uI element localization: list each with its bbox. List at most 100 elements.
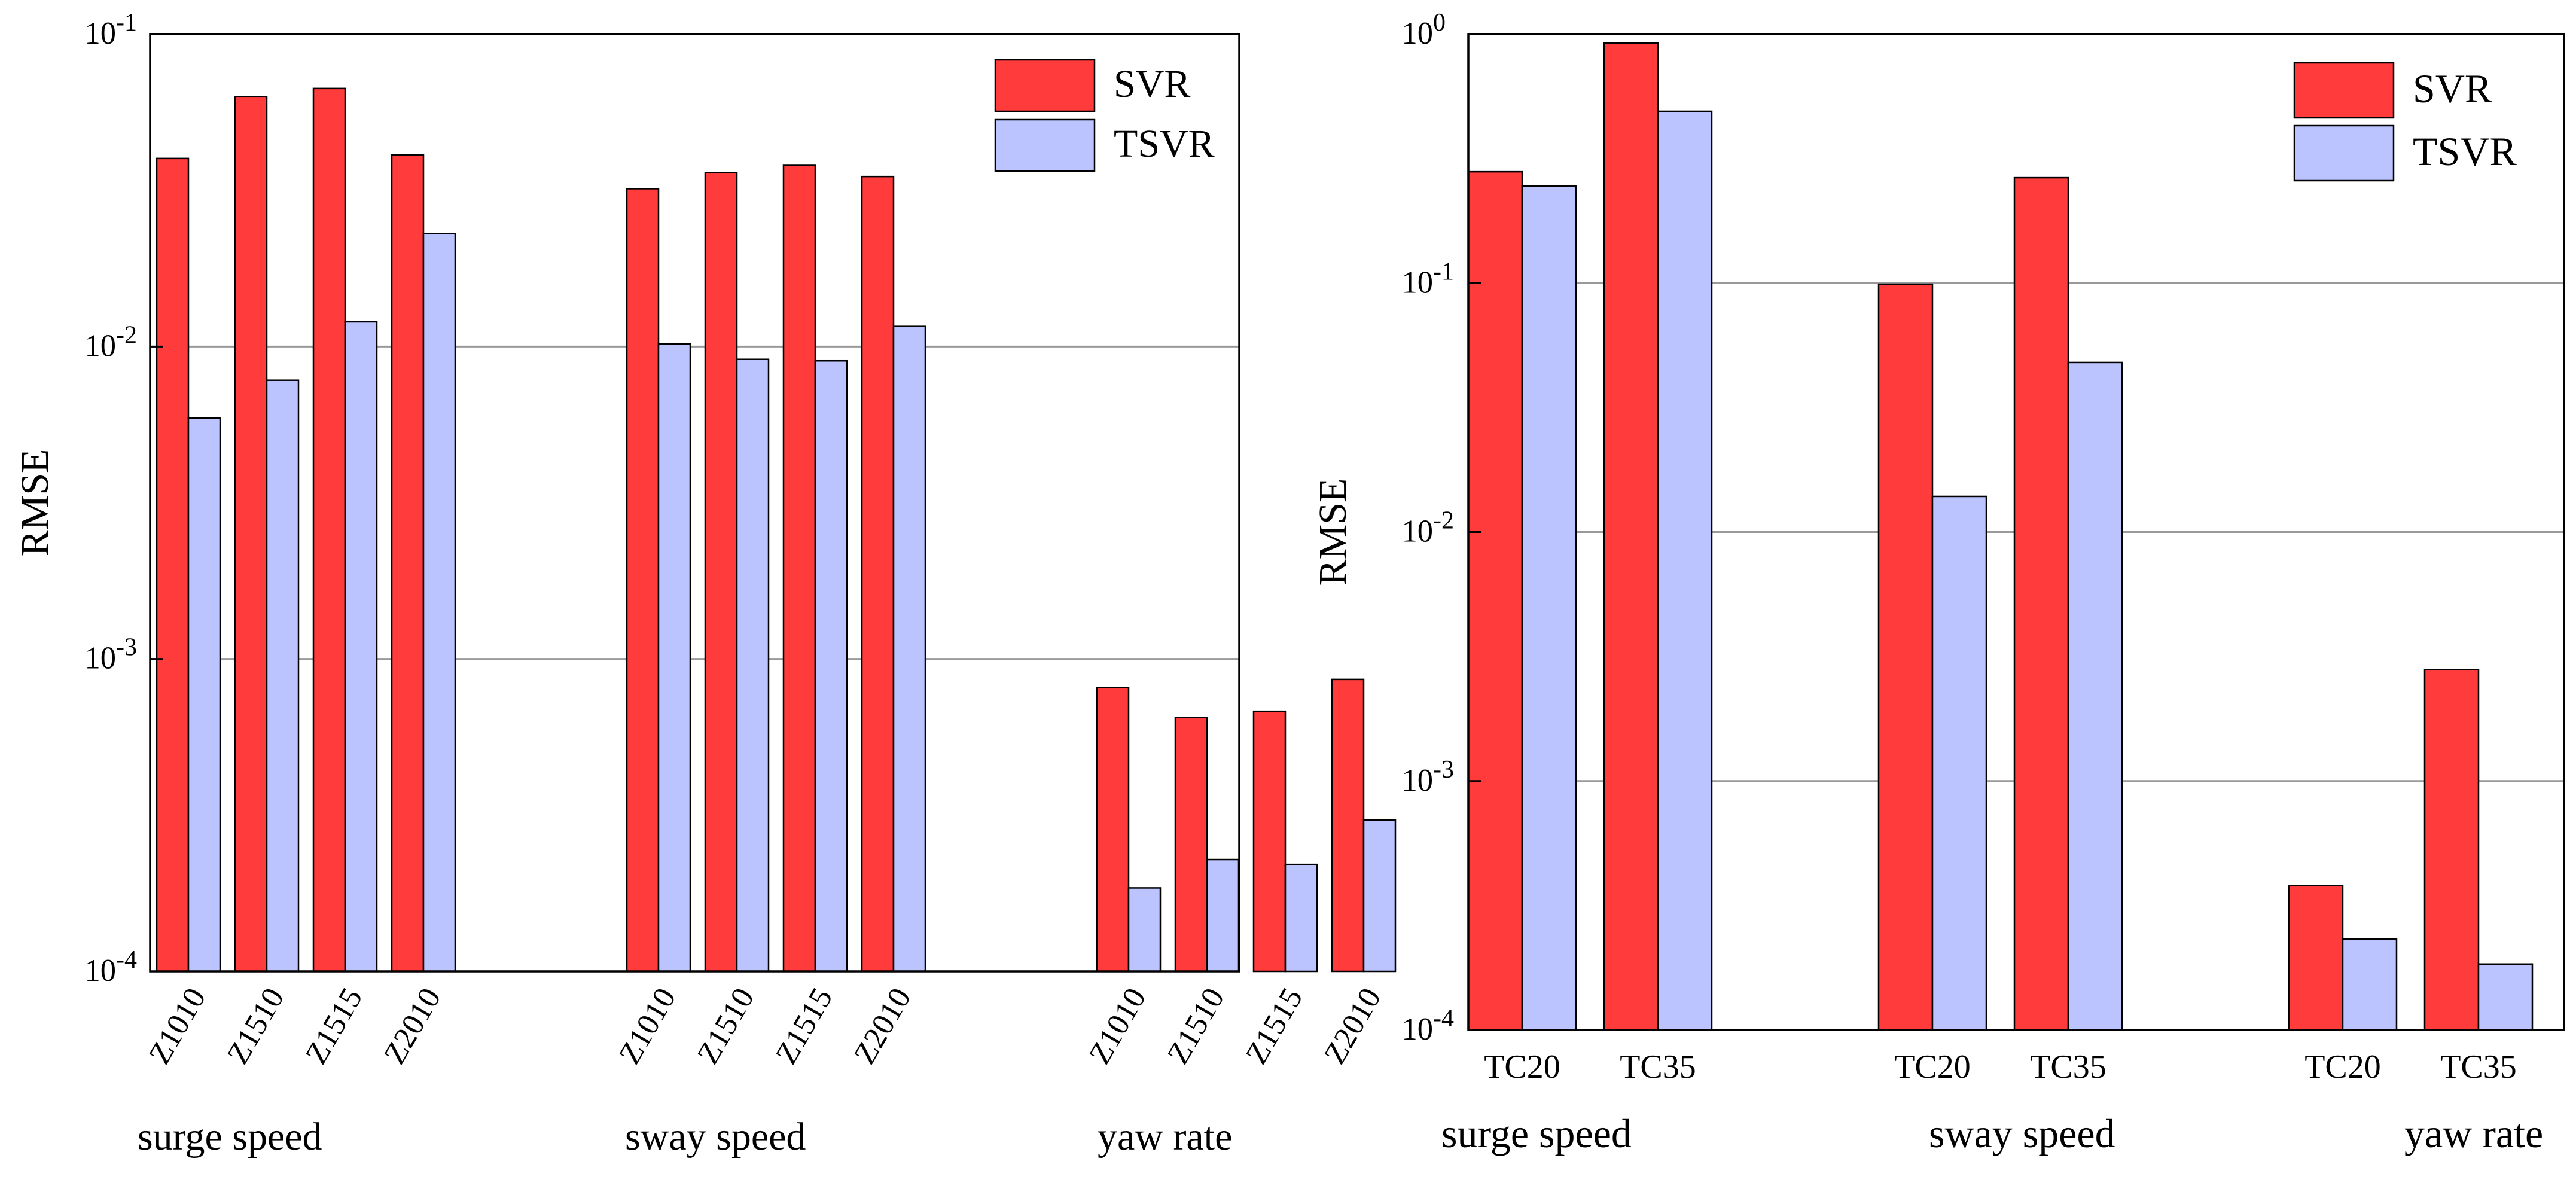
y-tick-label: 10 bbox=[1402, 16, 1434, 51]
category-label: Z2010 bbox=[377, 983, 447, 1070]
y-tick-label: 10 bbox=[1402, 514, 1434, 549]
tsvr-bar bbox=[2477, 963, 2534, 1031]
svr-legend-swatch bbox=[994, 59, 1096, 112]
tsvr-bar bbox=[657, 343, 691, 973]
y-tick-base: 10 bbox=[1402, 514, 1434, 549]
y-tick-base: 10 bbox=[1402, 763, 1434, 798]
tsvr-bar bbox=[187, 417, 221, 973]
y-axis-label: RMSE bbox=[1311, 478, 1355, 586]
group-label: surge speed bbox=[138, 1115, 322, 1159]
svr-bar bbox=[156, 157, 190, 973]
tsvr-bar bbox=[892, 325, 926, 973]
y-tick-exponent: -4 bbox=[116, 946, 137, 974]
group-label: yaw rate bbox=[1098, 1115, 1232, 1159]
group-label: sway speed bbox=[625, 1115, 806, 1159]
category-label: Z1010 bbox=[142, 983, 212, 1070]
y-tick-exponent: -1 bbox=[116, 9, 137, 36]
y-tick-label: 10 bbox=[85, 16, 117, 51]
svr-bar bbox=[1174, 717, 1208, 973]
y-tick-exponent: -2 bbox=[116, 321, 137, 349]
plot-frame bbox=[149, 33, 1240, 973]
y-tick-label: 10 bbox=[85, 328, 117, 363]
legend-label: TSVR bbox=[1114, 122, 1215, 166]
tsvr-bar bbox=[1127, 887, 1162, 973]
y-axis-label: RMSE bbox=[13, 449, 57, 557]
y-tick-exponent: -2 bbox=[1433, 507, 1454, 535]
legend: SVR TSVR bbox=[2293, 62, 2517, 182]
tsvr-bar bbox=[1206, 858, 1240, 973]
tsvr-bar bbox=[344, 321, 378, 973]
category-label: Z1510 bbox=[691, 983, 761, 1070]
svr-bar bbox=[1877, 283, 1934, 1031]
category-label: Z1515 bbox=[299, 983, 369, 1070]
y-tick-label: 10 bbox=[1402, 1012, 1434, 1047]
y-tick-base: 10 bbox=[85, 16, 117, 51]
y-tick-base: 10 bbox=[1402, 16, 1434, 51]
svr-bar bbox=[704, 172, 738, 973]
svr-bar bbox=[861, 175, 895, 973]
category-label: TC20 bbox=[1894, 1048, 1971, 1086]
category-label: Z1515 bbox=[1239, 983, 1309, 1070]
svr-bar bbox=[782, 164, 816, 973]
category-label: TC35 bbox=[2440, 1048, 2517, 1086]
tsvr-bar bbox=[1284, 863, 1318, 973]
svr-bar bbox=[1096, 687, 1130, 973]
tsvr-bar bbox=[814, 359, 848, 973]
y-tick-base: 10 bbox=[85, 953, 117, 988]
svr-bar bbox=[312, 87, 346, 973]
svr-bar bbox=[391, 154, 425, 973]
svr-bar bbox=[1331, 678, 1365, 973]
tsvr-bar bbox=[1657, 110, 1713, 1031]
y-tick-label: 10 bbox=[1402, 763, 1434, 798]
svr-bar bbox=[1603, 42, 1659, 1031]
tsvr-bar bbox=[1931, 495, 1987, 1031]
category-label: Z1510 bbox=[1161, 983, 1231, 1070]
category-label: Z1510 bbox=[221, 983, 291, 1070]
tsvr-legend-swatch bbox=[994, 118, 1096, 172]
legend-label: SVR bbox=[2413, 66, 2492, 111]
category-label: Z2010 bbox=[1318, 983, 1388, 1070]
category-label: Z2010 bbox=[848, 983, 917, 1070]
y-tick-base: 10 bbox=[85, 328, 117, 363]
tsvr-legend-swatch bbox=[2293, 124, 2395, 182]
y-tick-base: 10 bbox=[1402, 265, 1434, 300]
group-label: sway speed bbox=[1929, 1111, 2115, 1156]
category-label: Z1010 bbox=[612, 983, 682, 1070]
tsvr-bar bbox=[2342, 938, 2398, 1031]
svr-bar bbox=[234, 96, 268, 973]
y-tick-base: 10 bbox=[1402, 1012, 1434, 1047]
svr-bar bbox=[2013, 176, 2069, 1031]
y-tick-exponent: -3 bbox=[1433, 756, 1454, 784]
tsvr-bar bbox=[266, 379, 300, 973]
chart-panel-2: TC20 TC35 surge speed TC20 TC35 sway speed TC2… bbox=[1311, 9, 2565, 1156]
tsvr-bar bbox=[1521, 185, 1577, 1031]
y-tick-label: 10 bbox=[85, 641, 117, 676]
svr-bar bbox=[626, 188, 660, 973]
svr-bar bbox=[1467, 170, 1523, 1031]
y-tick-label: 10 bbox=[85, 953, 117, 988]
legend: SVR TSVR bbox=[994, 59, 1215, 172]
tsvr-bar bbox=[1362, 819, 1397, 973]
category-label: TC35 bbox=[1620, 1048, 1696, 1086]
svr-bar bbox=[2423, 669, 2480, 1031]
svr-bar bbox=[2288, 885, 2344, 1031]
category-label: TC20 bbox=[1484, 1048, 1560, 1086]
category-label: TC20 bbox=[2304, 1048, 2381, 1086]
tsvr-bar bbox=[2067, 361, 2123, 1031]
svr-legend-swatch bbox=[2293, 62, 2395, 119]
group-label: surge speed bbox=[1441, 1111, 1632, 1156]
category-label: TC35 bbox=[2030, 1048, 2106, 1086]
svr-bar bbox=[1252, 710, 1287, 973]
y-tick-exponent: -1 bbox=[1433, 258, 1454, 285]
y-tick-exponent: -3 bbox=[116, 634, 137, 662]
category-label: Z1515 bbox=[769, 983, 839, 1070]
group-label: yaw rate bbox=[2404, 1111, 2543, 1156]
tsvr-bar bbox=[422, 233, 456, 973]
legend-label: TSVR bbox=[2413, 129, 2517, 174]
y-tick-label: 10 bbox=[1402, 265, 1434, 300]
category-label: Z1010 bbox=[1083, 983, 1153, 1070]
tsvr-bar bbox=[736, 358, 770, 973]
y-tick-exponent: -4 bbox=[1433, 1005, 1454, 1032]
